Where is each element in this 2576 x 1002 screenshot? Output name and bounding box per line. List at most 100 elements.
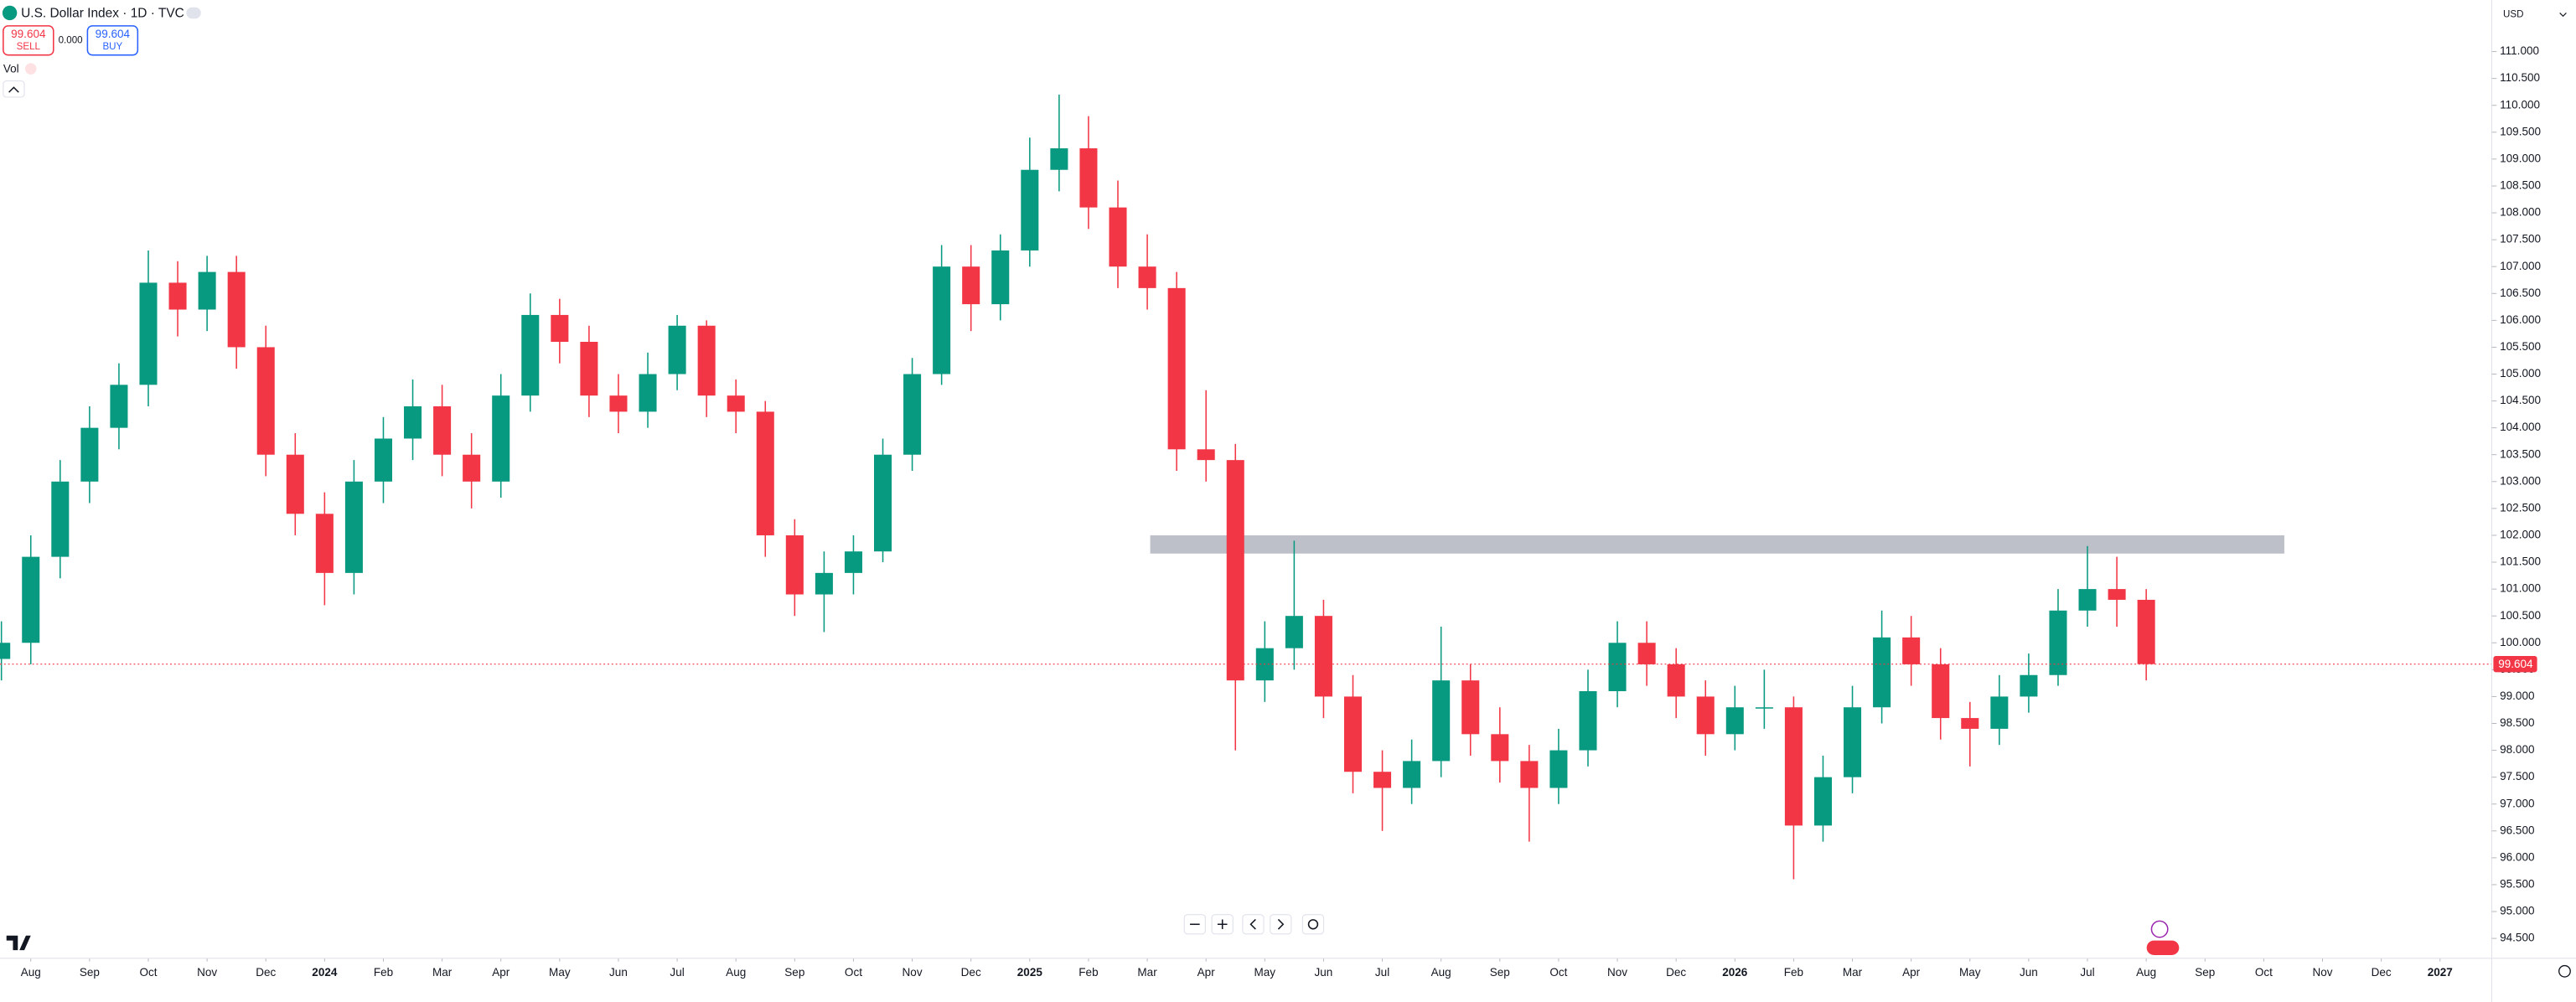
sell-price: 99.604 (11, 28, 46, 40)
volume-label[interactable]: Vol (3, 63, 19, 75)
x-tick-label: Apr (492, 966, 510, 979)
candle-body (1813, 777, 1832, 826)
x-tick-label: Mar (1137, 966, 1157, 979)
candle-body (1667, 664, 1685, 697)
candle-body (2137, 599, 2155, 664)
y-tick-label: 107.500 (2500, 233, 2541, 245)
candle-body (1491, 734, 1509, 762)
candle-body (1226, 460, 1244, 681)
y-tick-label: 110.500 (2500, 71, 2540, 84)
collapse-toggle[interactable] (186, 7, 201, 19)
chevron-up-icon (8, 86, 19, 93)
x-tick-label: Jul (670, 966, 684, 979)
candle-body (1314, 616, 1332, 697)
x-tick-label: Oct (139, 966, 157, 979)
candle-body (404, 405, 422, 439)
y-tick-label: 102.000 (2500, 529, 2541, 541)
candle-body (1021, 169, 1039, 250)
candle-body (1784, 707, 1803, 826)
candle-body (1637, 643, 1656, 664)
candle-body (1109, 207, 1127, 267)
candle-body (1343, 696, 1363, 772)
volume-warning[interactable] (24, 63, 37, 75)
buy-price: 99.604 (96, 28, 131, 40)
y-tick-label: 98.500 (2500, 716, 2534, 729)
x-tick-label: 2024 (312, 966, 338, 979)
y-tick-label: 95.000 (2500, 905, 2534, 917)
settings-icon[interactable] (2558, 964, 2571, 978)
x-tick-label: Oct (2255, 966, 2273, 979)
logo[interactable] (6, 935, 31, 951)
candle-body (1373, 772, 1392, 788)
y-tick-label: 100.500 (2500, 609, 2541, 622)
plot-area: Aug Sep Oct Nov Dec 2024 Feb Mar Apr May Jun Jul Aug… (0, 94, 2492, 979)
symbol-icon[interactable] (2, 5, 18, 21)
right-icon (1277, 918, 1285, 930)
candle-body (139, 282, 158, 385)
candle-body (1932, 664, 1950, 719)
candle-body (844, 551, 862, 573)
y-tick-label: 97.500 (2500, 770, 2534, 782)
assistant-icon[interactable] (2150, 920, 2169, 938)
candle-body (1050, 148, 1068, 170)
y-tick-label: 106.000 (2500, 313, 2541, 326)
candle-body (639, 374, 657, 412)
x-tick-label: Jul (1375, 966, 1389, 979)
buy-label: BUY (102, 42, 122, 52)
x-tick-label: Jun (609, 966, 628, 979)
candle-body (1961, 718, 1979, 729)
candle-body (1432, 680, 1451, 762)
candle-body (873, 454, 892, 552)
candle-body (1197, 449, 1215, 461)
candle-body (1696, 696, 1715, 735)
buy-button[interactable] (86, 25, 139, 56)
x-tick-label: Aug (726, 966, 746, 979)
x-tick-label: Nov (2312, 966, 2332, 979)
candle-body (1990, 696, 2009, 729)
candle-body (1873, 637, 1891, 708)
y-tick-label: 98.000 (2500, 743, 2534, 756)
candle-body (1844, 707, 1862, 777)
sell-button[interactable] (3, 25, 54, 56)
x-tick-label: Aug (21, 966, 41, 979)
y-tick-label: 104.500 (2500, 394, 2541, 406)
candle-body (2108, 589, 2126, 600)
candle-body (256, 347, 275, 455)
x-tick-label: Sep (1490, 966, 1510, 979)
y-tick-label: 101.500 (2500, 555, 2541, 568)
candle-body (1520, 761, 1539, 788)
candle-body (463, 454, 481, 482)
candle-body (2049, 610, 2067, 675)
collapse-indicators[interactable] (3, 80, 25, 98)
y-tick-label: 108.500 (2500, 179, 2541, 192)
scroll-left-button[interactable] (1242, 914, 1265, 935)
x-tick-label: Dec (961, 966, 981, 979)
candle-body (815, 572, 833, 595)
scroll-right-button[interactable] (1270, 914, 1292, 935)
symbol-title[interactable]: U.S. Dollar Index · 1D · TVC (21, 7, 184, 21)
y-tick-label: 96.500 (2500, 824, 2534, 836)
x-tick-label: Apr (1902, 966, 1921, 979)
candle-body (168, 282, 187, 310)
y-tick-label: 105.500 (2500, 340, 2541, 353)
candle-body (1579, 690, 1597, 751)
y-tick-label: 109.500 (2500, 125, 2541, 137)
y-tick-label: 110.000 (2500, 98, 2540, 111)
x-tick-label: Dec (256, 966, 276, 979)
candle-body (1725, 707, 1744, 735)
y-tick-label: 97.000 (2500, 797, 2534, 809)
reset-button[interactable] (1301, 914, 1325, 935)
left-icon (1249, 918, 1256, 930)
candle-body (697, 325, 716, 396)
currency[interactable]: USD (2503, 9, 2523, 19)
candle-body (1549, 750, 1568, 788)
candle-body (580, 342, 598, 396)
x-tick-label: Feb (374, 966, 393, 979)
candle-body (0, 643, 11, 659)
x-tick-label: Aug (2136, 966, 2156, 979)
y-tick-label: 106.500 (2500, 287, 2541, 299)
candle-body (1138, 266, 1156, 288)
x-tick-label: Feb (1784, 966, 1803, 979)
events-icon[interactable] (2146, 940, 2180, 955)
